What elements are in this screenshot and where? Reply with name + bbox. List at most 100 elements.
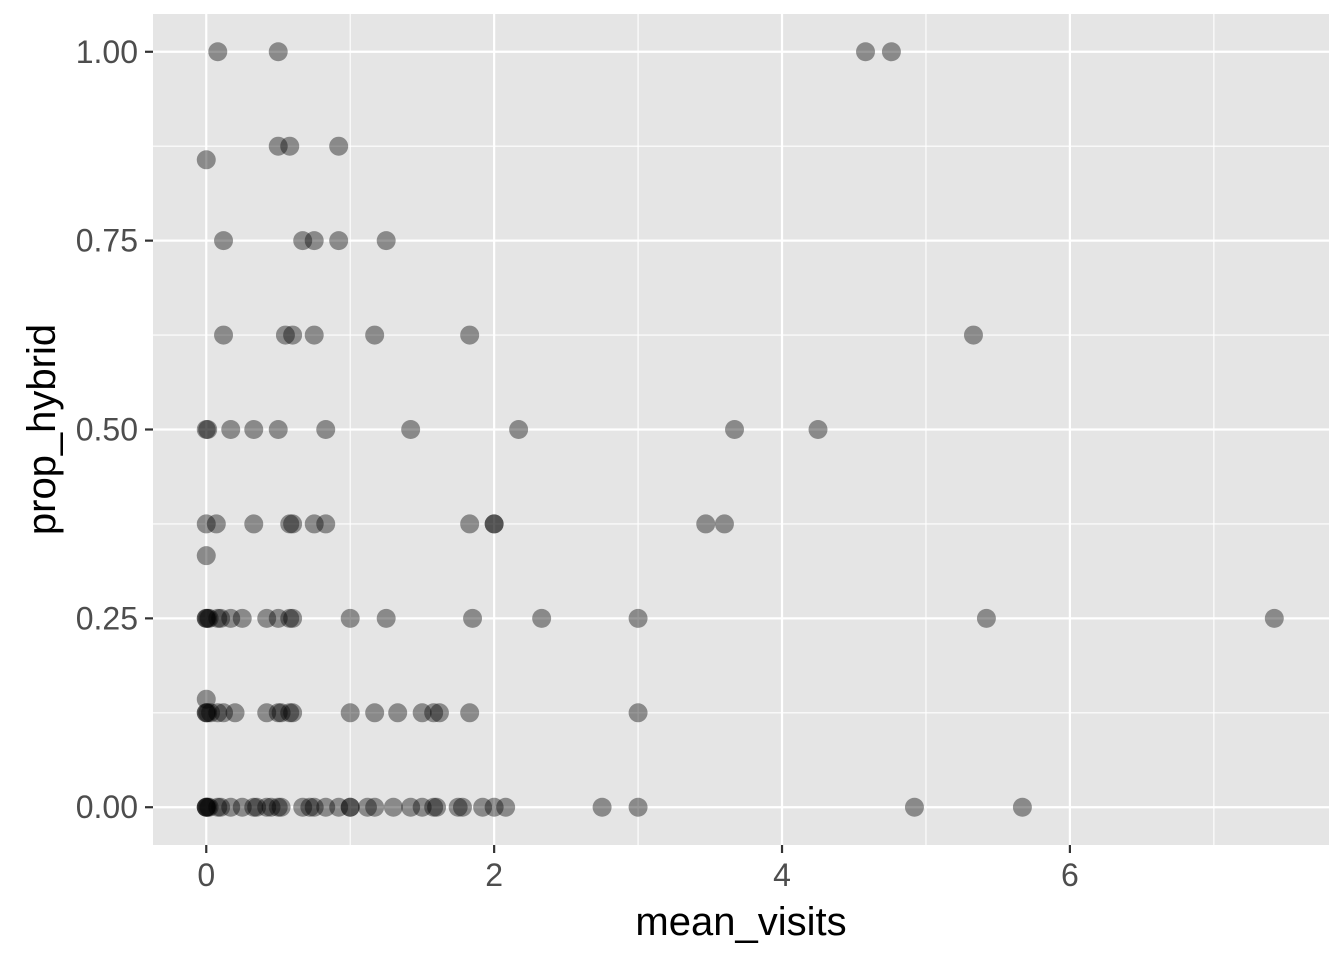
data-point <box>293 231 313 251</box>
data-point <box>412 703 432 723</box>
data-point <box>196 546 216 566</box>
data-point <box>429 703 449 723</box>
data-point <box>196 797 216 817</box>
y-axis: 0.00 0.25 0.50 0.75 1.00 <box>76 34 153 825</box>
y-tick-label: 0.75 <box>76 223 138 259</box>
data-point <box>261 797 281 817</box>
data-point <box>448 797 468 817</box>
data-point <box>208 703 228 723</box>
data-point <box>268 42 288 62</box>
data-point <box>208 608 228 628</box>
data-point <box>484 514 504 534</box>
data-point <box>383 797 403 817</box>
data-point <box>304 514 324 534</box>
data-point <box>714 514 734 534</box>
data-point <box>196 608 216 628</box>
data-point <box>280 703 300 723</box>
data-point <box>340 703 360 723</box>
data-point <box>206 514 226 534</box>
data-point <box>963 325 983 345</box>
data-point <box>424 703 444 723</box>
data-point <box>376 608 396 628</box>
data-point <box>424 797 444 817</box>
data-point <box>283 325 303 345</box>
data-point <box>280 136 300 156</box>
data-point <box>201 703 221 723</box>
data-point <box>340 797 360 817</box>
data-point <box>283 608 303 628</box>
data-point <box>247 797 267 817</box>
data-point <box>257 797 277 817</box>
data-point <box>196 703 216 723</box>
x-tick-label: 0 <box>197 857 215 893</box>
data-point <box>271 797 291 817</box>
data-point <box>214 325 234 345</box>
data-point <box>316 514 336 534</box>
data-point <box>199 608 219 628</box>
data-point <box>268 797 288 817</box>
data-point <box>881 42 901 62</box>
data-point <box>808 420 828 439</box>
data-point <box>696 514 716 534</box>
data-point <box>304 325 324 345</box>
data-point <box>196 608 216 628</box>
data-point <box>211 797 231 817</box>
data-point <box>329 231 349 251</box>
y-tick-label: 1.00 <box>76 34 138 70</box>
data-point <box>257 703 277 723</box>
data-point <box>365 325 385 345</box>
data-point <box>268 420 288 439</box>
data-points <box>196 42 1284 817</box>
data-point <box>316 797 336 817</box>
data-point <box>244 514 264 534</box>
data-point <box>460 325 480 345</box>
y-axis-title: prop_hybrid <box>20 324 64 535</box>
data-point <box>1264 608 1284 628</box>
data-point <box>232 608 252 628</box>
data-point <box>221 420 241 439</box>
data-point <box>196 703 216 723</box>
data-point <box>401 420 421 439</box>
data-point <box>271 703 291 723</box>
data-point <box>365 703 385 723</box>
y-tick-label: 0.00 <box>76 789 138 825</box>
y-tick-label: 0.25 <box>76 600 138 636</box>
data-point <box>199 797 219 817</box>
data-point <box>225 703 245 723</box>
data-point <box>592 797 612 817</box>
x-axis: 0 2 4 6 <box>197 845 1079 893</box>
data-point <box>460 514 480 534</box>
data-point <box>304 231 324 251</box>
data-point <box>198 420 218 439</box>
data-point <box>304 797 324 817</box>
data-point <box>196 514 216 534</box>
data-point <box>532 608 552 628</box>
data-point <box>340 608 360 628</box>
data-point <box>484 514 504 534</box>
data-point <box>300 797 320 817</box>
data-point <box>904 797 924 817</box>
data-point <box>628 797 648 817</box>
data-point <box>221 797 241 817</box>
data-point <box>316 420 336 439</box>
data-point <box>198 797 218 817</box>
data-point <box>293 797 313 817</box>
data-point <box>283 703 303 723</box>
data-point <box>365 797 385 817</box>
data-point <box>198 608 218 628</box>
data-point <box>283 514 303 534</box>
data-point <box>211 608 231 628</box>
data-point <box>214 231 234 251</box>
data-point <box>221 608 241 628</box>
data-point <box>452 797 472 817</box>
data-point <box>484 797 504 817</box>
data-point <box>427 797 447 817</box>
data-point <box>376 231 396 251</box>
data-point <box>1012 797 1032 817</box>
data-point <box>357 797 377 817</box>
data-point <box>268 608 288 628</box>
data-point <box>496 797 516 817</box>
data-point <box>244 420 264 439</box>
data-point <box>268 703 288 723</box>
data-point <box>275 325 295 345</box>
